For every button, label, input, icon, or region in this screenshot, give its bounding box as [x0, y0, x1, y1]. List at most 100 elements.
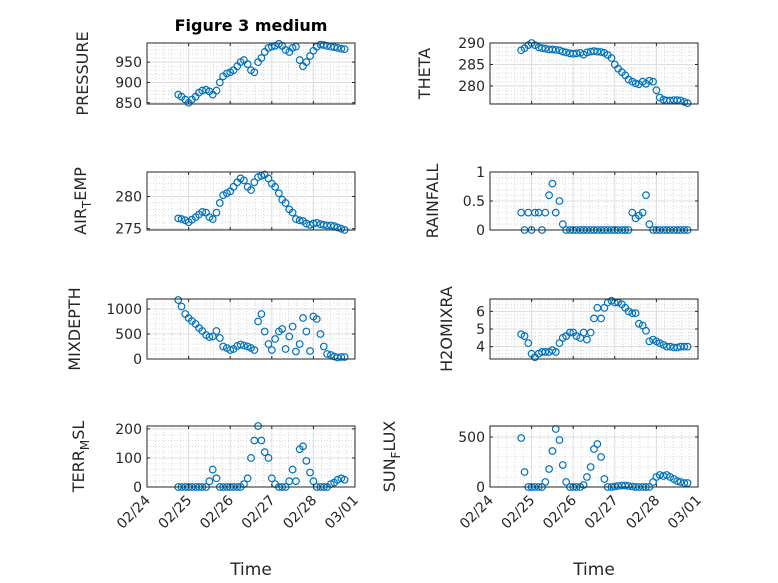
data-point: [319, 342, 328, 351]
subplot-rainfall: 0 0.5 1 RAINFALL: [423, 164, 699, 239]
data-point: [257, 436, 266, 445]
data-point: [680, 479, 689, 487]
data-point: [212, 208, 221, 217]
data-point: [295, 340, 304, 348]
data-point: [649, 77, 657, 86]
y-axis-label-rest: LUX: [380, 421, 399, 452]
data-point: [583, 473, 591, 481]
data-point: [548, 447, 557, 455]
y-tick-label: 0.5: [463, 194, 485, 210]
data-point: [243, 60, 252, 69]
y-axis-label: PRESSURE: [73, 31, 92, 115]
data-point: [208, 215, 217, 223]
data-point: [666, 473, 675, 481]
data-point: [551, 348, 560, 356]
data-point: [215, 334, 224, 342]
data-point: [292, 477, 300, 486]
data-point: [586, 463, 595, 471]
y-axis-label: MIXDEPTH: [65, 287, 84, 370]
data-point: [624, 75, 633, 84]
y-tick-label: 850: [115, 96, 142, 112]
data-point: [219, 342, 228, 351]
y-tick-label: 275: [115, 222, 142, 238]
data-point: [572, 332, 581, 340]
axes-background: [490, 426, 698, 487]
data-point: [264, 340, 273, 348]
data-point: [212, 86, 221, 95]
data-point: [174, 214, 183, 223]
data-point: [288, 465, 297, 474]
data-point: [302, 456, 311, 465]
data-point: [306, 347, 314, 355]
data-point: [645, 76, 654, 85]
y-axis-label-main: RAINFALL: [423, 164, 442, 239]
data-point: [198, 208, 207, 216]
data-point: [288, 322, 297, 331]
data-point: [562, 478, 571, 486]
data-point: [229, 182, 238, 191]
y-tick-label: 950: [115, 55, 142, 71]
y-axis-label-subscript: M: [78, 440, 92, 450]
data-point: [264, 43, 273, 52]
data-point: [302, 58, 311, 67]
data-point: [212, 327, 221, 335]
y-axis-label-rest: EMP: [71, 167, 90, 201]
data-point: [631, 309, 640, 318]
y-tick-label: 500: [115, 327, 142, 343]
y-tick-label: 285: [458, 57, 485, 73]
axes-box: [146, 425, 356, 488]
data-point: [600, 475, 609, 483]
data-point: [295, 216, 304, 225]
y-tick-label: 0: [133, 480, 142, 496]
data-point: [517, 434, 526, 442]
data-point: [621, 481, 630, 490]
data-point: [597, 453, 605, 461]
data-point: [548, 179, 557, 188]
data-point: [607, 54, 616, 62]
y-axis-label: RAINFALL: [423, 164, 442, 239]
data-point: [538, 44, 546, 53]
data-point: [555, 436, 564, 444]
data-point: [583, 48, 591, 57]
data-point: [243, 474, 252, 483]
data-point: [655, 93, 664, 102]
data-point: [340, 45, 349, 53]
data-point: [215, 78, 224, 87]
data-point: [624, 307, 633, 316]
data-point: [292, 347, 300, 356]
data-point: [299, 442, 307, 451]
data-point: [250, 346, 259, 354]
data-point: [260, 327, 269, 336]
data-point: [579, 481, 588, 489]
subplot-pressure: 850 900 950 PRESSURE: [73, 31, 356, 116]
data-point: [593, 47, 602, 56]
data-point: [524, 339, 533, 348]
data-point: [541, 478, 550, 486]
data-point: [205, 477, 214, 486]
data-point: [531, 208, 539, 217]
data-point: [683, 99, 692, 108]
y-axis-label: AIRTEMP: [71, 167, 94, 235]
data-point: [680, 342, 689, 351]
y-axis-label-main: SUN: [380, 458, 399, 492]
y-tick-label: 290: [458, 36, 485, 52]
y-axis-label-subscript: T: [80, 200, 94, 209]
data-point: [545, 191, 553, 200]
data-point: [292, 215, 300, 223]
data-point: [337, 44, 346, 53]
y-axis-label: H2OMIXRA: [437, 286, 456, 372]
data-point: [337, 353, 346, 361]
y-tick-label: 1: [476, 165, 485, 181]
y-tick-label: 100: [115, 451, 142, 467]
y-axis-label-main: PRESSURE: [73, 31, 92, 115]
subplot-airtemp: 275 280 AIRTEMP: [71, 167, 356, 238]
data-point: [312, 219, 321, 227]
y-axis-label-rest: SL: [69, 421, 88, 440]
data-point: [520, 468, 529, 476]
data-point: [635, 319, 643, 328]
data-point: [302, 327, 311, 336]
data-point: [683, 342, 692, 351]
x-axis-label: Time: [572, 560, 615, 580]
data-point: [240, 176, 248, 185]
y-tick-label: 280: [458, 79, 485, 95]
